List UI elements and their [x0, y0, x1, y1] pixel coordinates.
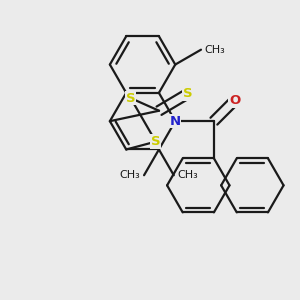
- Text: CH₃: CH₃: [178, 170, 198, 180]
- Text: S: S: [183, 87, 193, 100]
- Text: CH₃: CH₃: [205, 45, 226, 55]
- Text: S: S: [151, 135, 160, 148]
- Text: N: N: [170, 115, 181, 128]
- Text: S: S: [126, 92, 136, 105]
- Text: O: O: [229, 94, 240, 107]
- Text: CH₃: CH₃: [120, 170, 140, 180]
